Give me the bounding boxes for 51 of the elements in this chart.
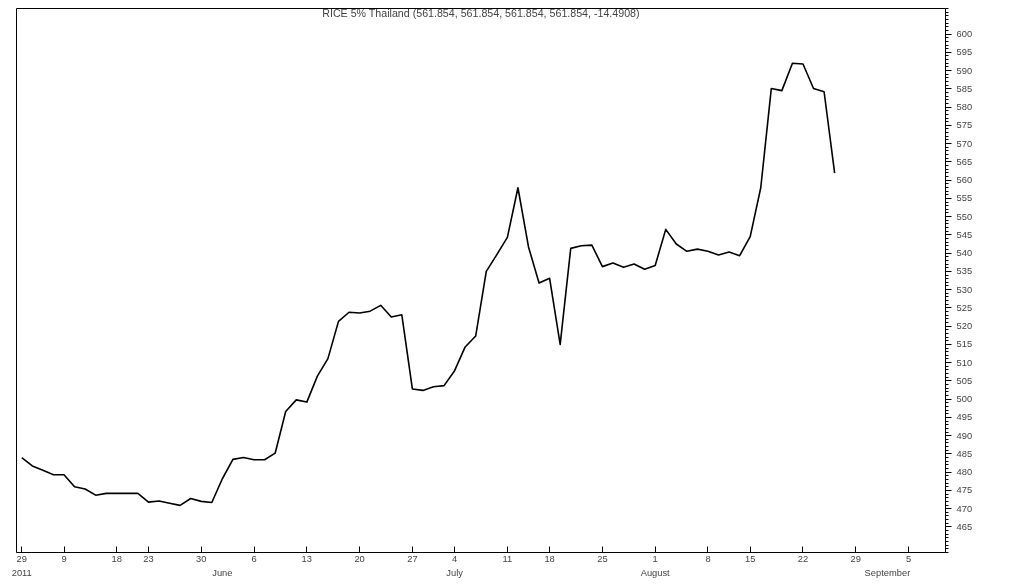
- y-tick-label: 570: [956, 138, 973, 149]
- category-label: 4 July: [446, 553, 463, 578]
- x-tick-label: 29: [850, 553, 861, 564]
- chart-title: RICE 5% Thailand (561.854, 561.854, 561.854, 561.854, -14.4908): [322, 6, 640, 19]
- x-tick-label: 6: [251, 553, 257, 564]
- x-tick-label: 27: [407, 553, 418, 564]
- x-tick-label: 23: [143, 553, 154, 564]
- y-tick-label: 495: [956, 412, 973, 423]
- y-tick-label: 470: [956, 503, 973, 514]
- y-tick-label: 560: [956, 175, 973, 186]
- y-tick-label: 525: [956, 302, 973, 313]
- y-tick-label: 530: [956, 284, 973, 295]
- y-tick-label: 480: [956, 467, 973, 478]
- y-tick-label: 575: [956, 120, 973, 131]
- x-tick-label: September: [864, 567, 911, 578]
- y-tick-label: 490: [956, 430, 973, 441]
- x-tick-label: 13: [301, 553, 313, 564]
- y-tick-label: 505: [956, 375, 973, 386]
- x-tick-label: 22: [797, 553, 809, 564]
- category-label: 29 2011: [11, 553, 32, 578]
- y-tick-label: 500: [956, 394, 973, 405]
- y-tick-label: 465: [956, 521, 973, 532]
- x-tick-label: 9: [61, 553, 67, 564]
- x-tick-label: 15: [745, 553, 756, 564]
- y-tick-label: 550: [956, 211, 973, 222]
- x-tick-label: 20: [354, 553, 365, 564]
- y-tick-label: 535: [956, 266, 973, 277]
- y-tick-label: 545: [956, 229, 973, 240]
- y-tick-label: 510: [956, 357, 973, 368]
- y-tick-label: 540: [956, 248, 973, 259]
- y-tick-label: 555: [956, 193, 973, 204]
- y-tick-label: 595: [956, 47, 973, 58]
- y-tick-label: 590: [956, 65, 973, 76]
- y-tick-label: 580: [956, 102, 973, 113]
- x-tick-label: June: [212, 567, 233, 578]
- y-tick-label: 520: [956, 321, 973, 332]
- y-tick-label: 475: [956, 485, 973, 496]
- y-tick-label: 485: [956, 448, 973, 459]
- y-tick-label: 585: [956, 83, 973, 94]
- x-tick-label: 5: [905, 553, 912, 564]
- y-tick-label: 565: [956, 156, 973, 167]
- x-tick-label: 30: [196, 553, 207, 564]
- category-label: 1 August: [640, 553, 670, 578]
- x-tick-label: 18: [111, 553, 122, 564]
- x-tick-label: 25: [597, 553, 608, 564]
- line-series: [20, 62, 836, 507]
- y-tick-label: 600: [956, 29, 973, 40]
- y-tick-label: 515: [956, 339, 973, 350]
- x-tick-label: 11: [502, 553, 513, 564]
- x-tick-label: 8: [705, 553, 711, 564]
- x-tick-label: 18: [544, 553, 555, 564]
